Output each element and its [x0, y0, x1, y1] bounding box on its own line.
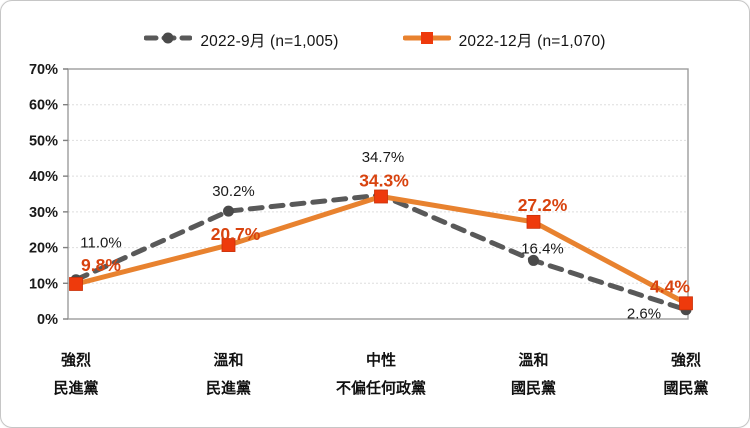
data-point-label: 20.7% [211, 224, 261, 244]
x-axis-label-line2: 民進黨 [206, 379, 251, 397]
y-tick-label: 0% [37, 312, 58, 328]
x-axis-label-line1: 中性 [366, 351, 396, 369]
x-axis-label-line2: 國民黨 [663, 379, 708, 397]
y-tick-label: 40% [29, 169, 58, 185]
x-axis-label-line2: 國民黨 [511, 379, 556, 397]
x-axis-label-line1: 強烈 [61, 351, 91, 369]
series-line-1 [73, 194, 689, 306]
data-point-label: 27.2% [518, 195, 568, 215]
data-point-label: 2.6% [627, 306, 661, 323]
y-tick-label: 10% [29, 276, 58, 292]
x-axis-label-line1: 強烈 [671, 351, 701, 369]
x-axis-label-line2: 民進黨 [53, 379, 98, 397]
legend-label-2022-12: 2022-12月 (n=1,070) [458, 33, 606, 50]
y-tick-label: 70% [29, 62, 58, 78]
data-point-marker [679, 296, 693, 311]
data-point-label: 4.4% [650, 276, 690, 296]
data-point-marker [69, 277, 83, 291]
data-point-marker [526, 214, 541, 229]
solid-line-square-marker-icon [402, 31, 452, 50]
data-point-label: 16.4% [521, 240, 564, 257]
legend-item-2022-12: 2022-12月 (n=1,070) [402, 29, 606, 51]
x-axis-label-line2: 不偏任何政黨 [336, 379, 426, 397]
data-point-label: 34.3% [359, 171, 409, 191]
data-point-label: 30.2% [212, 183, 255, 200]
data-point-marker [374, 189, 388, 204]
x-axis-label-line1: 溫和 [518, 351, 548, 369]
plot-border [67, 68, 689, 320]
legend-item-2022-9: 2022-9月 (n=1,005) [143, 29, 339, 51]
data-point-label: 34.7% [362, 149, 405, 166]
data-point-label: 9.8% [81, 255, 121, 275]
x-axis-label-line1: 溫和 [213, 351, 243, 369]
y-tick-label: 30% [29, 205, 58, 221]
y-tick-label: 50% [29, 133, 58, 149]
legend-label-2022-9: 2022-9月 (n=1,005) [200, 33, 339, 50]
dashed-line-circle-marker-icon [143, 31, 193, 50]
y-tick-label: 60% [29, 98, 58, 114]
data-point-label: 11.0% [80, 235, 121, 252]
data-point-marker [221, 238, 236, 252]
data-point-marker [528, 254, 539, 266]
chart-legend: 2022-9月 (n=1,005) 2022-12月 (n=1,070) [1, 29, 749, 51]
data-point-marker [223, 205, 234, 217]
y-tick-label: 20% [29, 241, 58, 257]
